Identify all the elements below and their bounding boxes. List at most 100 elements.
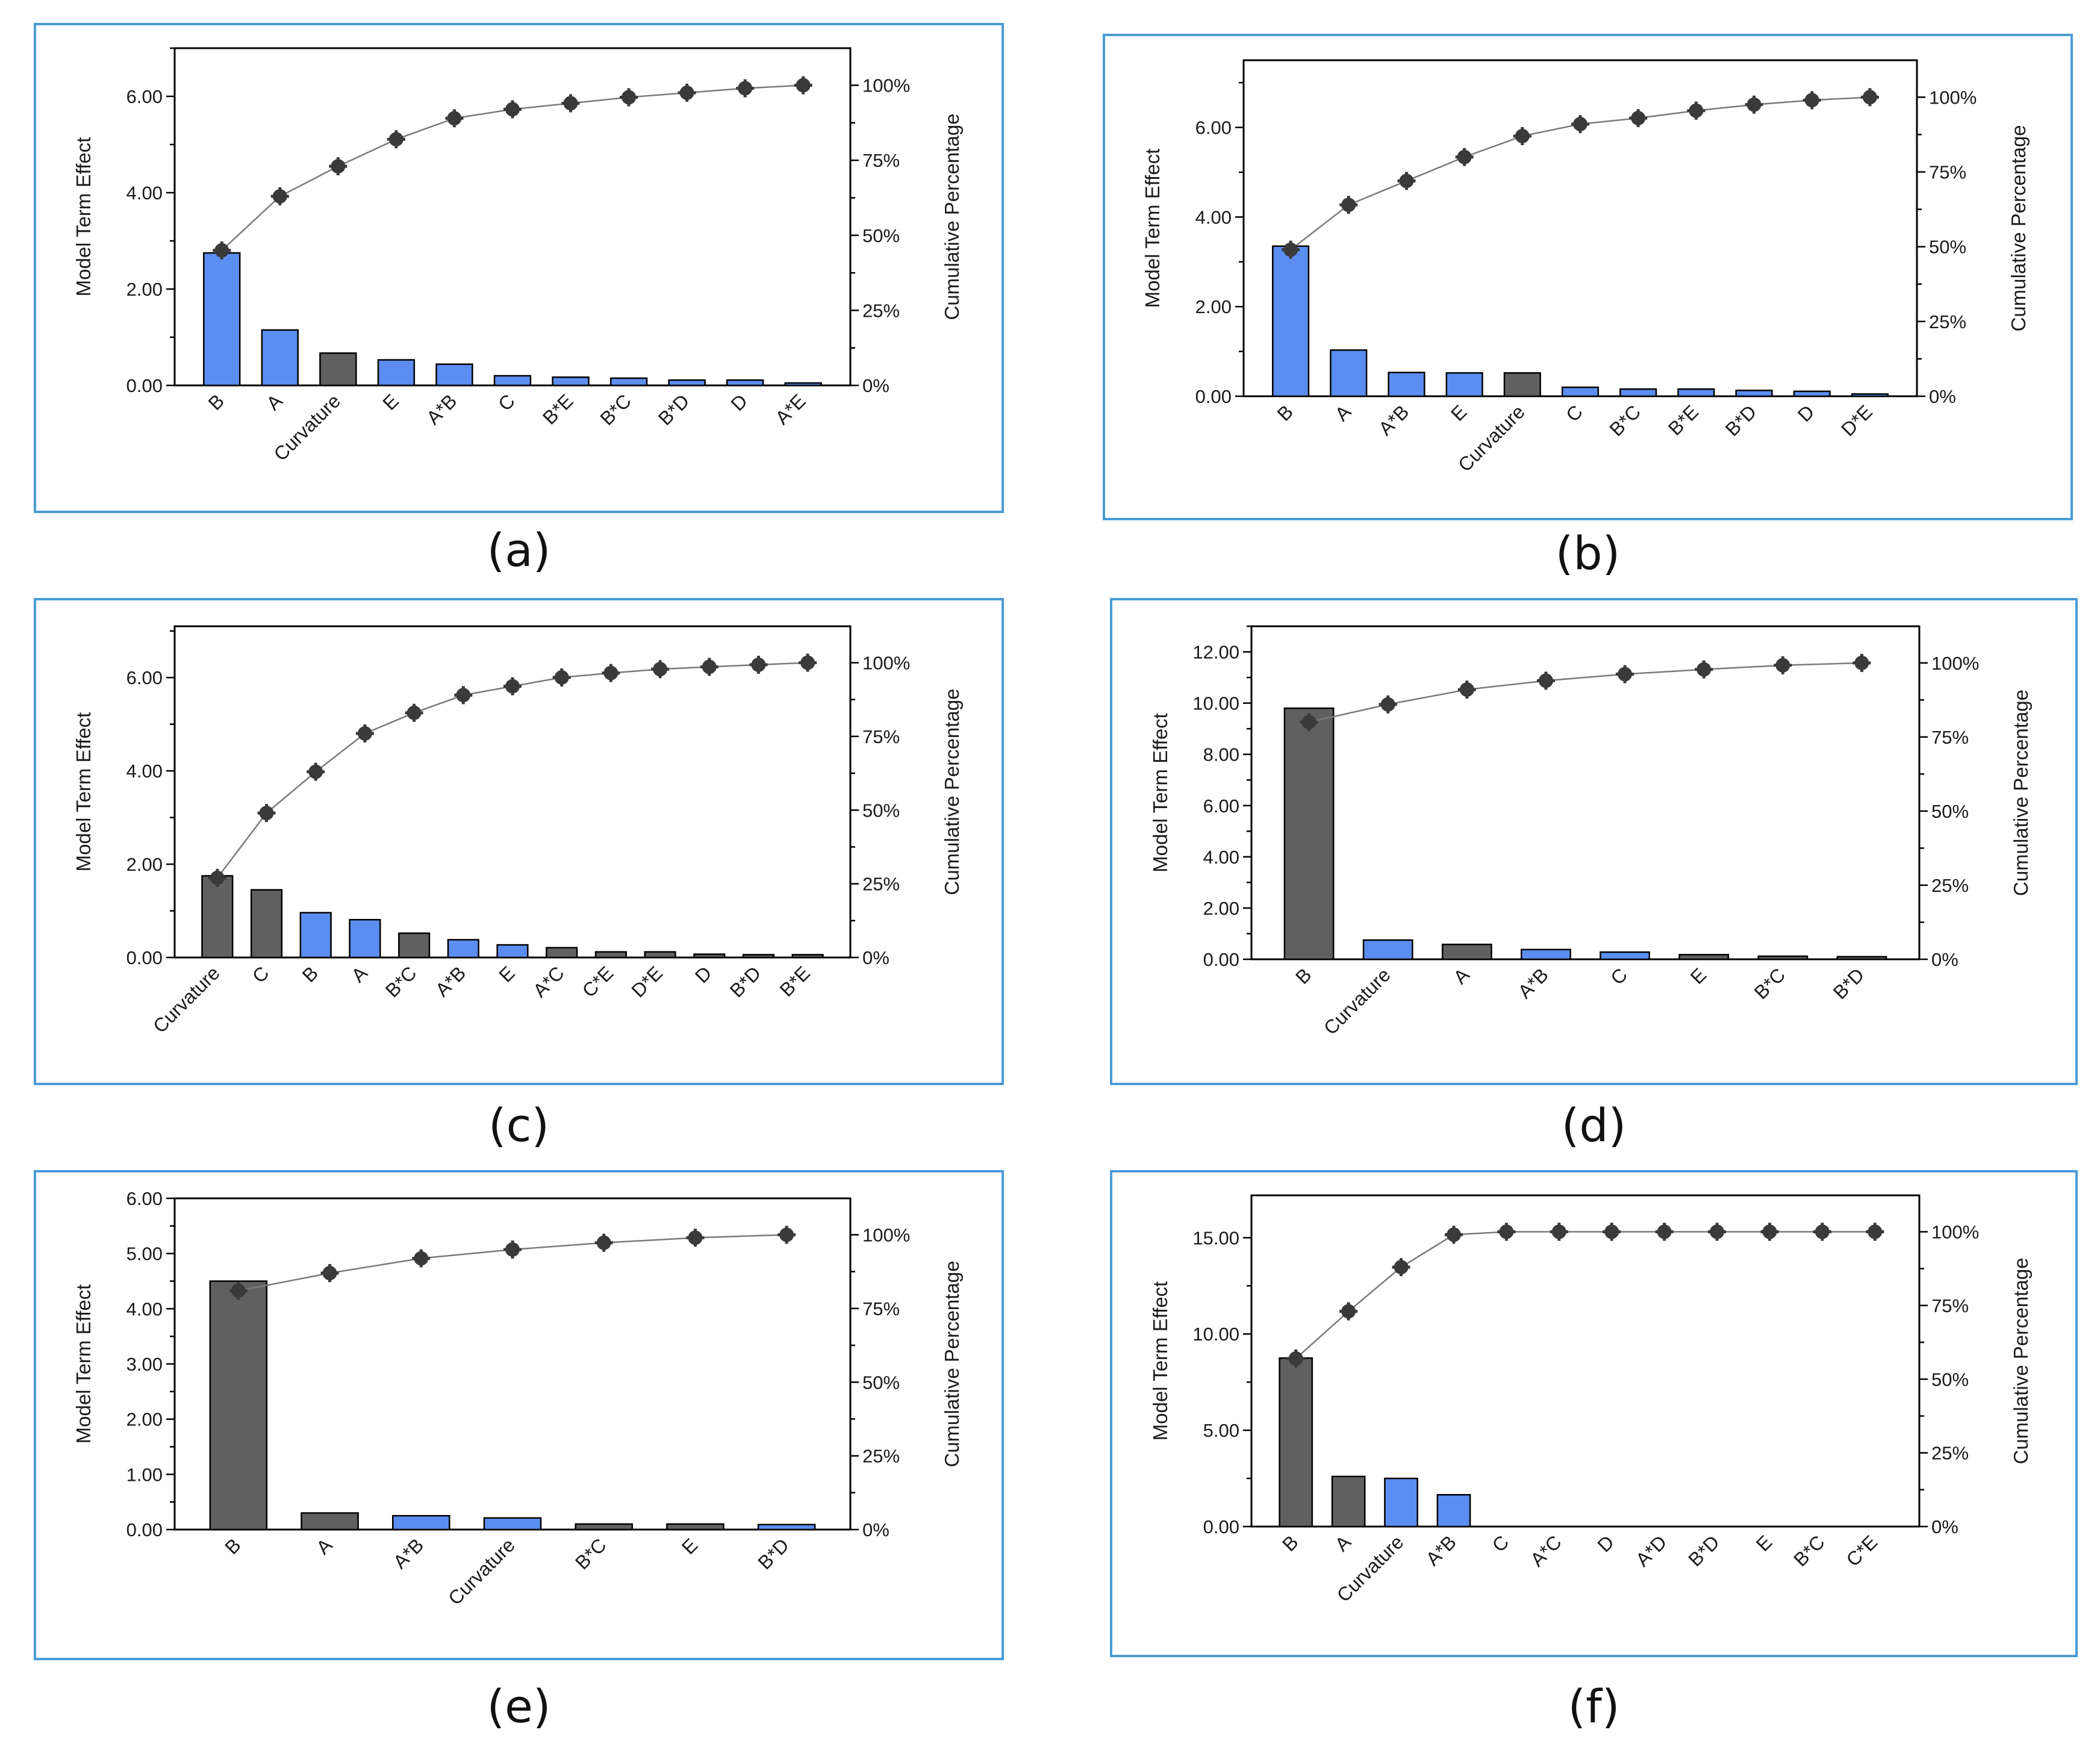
y-tick-label: 4.00 — [126, 1298, 163, 1319]
y2-tick-label: 0% — [862, 947, 890, 968]
cumulative-point — [503, 100, 522, 119]
panel-caption: (b) — [1556, 526, 1621, 580]
bar-bxc — [609, 377, 648, 387]
cumulative-point — [307, 762, 325, 781]
bar-bxe — [791, 954, 824, 959]
y2-axis-title: Cumulative Percentage — [2010, 1257, 2032, 1464]
y2-tick-label: 50% — [1931, 1369, 1969, 1390]
bar-bxc — [575, 1523, 633, 1531]
cumulative-point — [355, 724, 374, 742]
cumulative-point — [329, 157, 347, 176]
y2-tick-label: 0% — [862, 1519, 890, 1540]
chart-panel-c: 0.00 2.00 4.00 6.00 0% 25% 50% 75% 100% Model Ter… — [34, 598, 1004, 1152]
y2-axis-title: Cumulative Percentage — [2010, 690, 2032, 896]
y-tick-label: 3.00 — [126, 1354, 163, 1375]
y2-tick-label: 100% — [1929, 87, 1977, 108]
cumulative-point — [620, 88, 638, 107]
y2-tick-label: 25% — [862, 300, 900, 321]
y-tick-label: 0.00 — [126, 375, 163, 396]
cumulative-point — [561, 94, 580, 113]
cumulative-point — [794, 76, 812, 95]
bar-bxd — [668, 379, 706, 387]
bar-axb — [447, 939, 479, 959]
y-tick-label: 0.00 — [1195, 386, 1232, 407]
chart-panel-d: 0.00 2.00 4.00 6.00 8.00 10.00 12.00 0% 25% 50% 75… — [1110, 598, 2078, 1152]
cumulative-point — [1286, 1349, 1305, 1368]
y2-axis-title: Cumulative Percentage — [941, 113, 963, 320]
cumulative-point — [1629, 109, 1648, 128]
bar-cxe — [594, 951, 627, 959]
y2-tick-label: 75% — [862, 726, 900, 747]
cumulative-point — [700, 658, 718, 676]
y-axis-title: Model Term Effect — [1149, 713, 1171, 873]
cumulative-point — [799, 653, 817, 672]
bar-axc — [546, 947, 578, 959]
bar-curvature — [1503, 372, 1541, 397]
y-tick-label: 2.00 — [126, 1409, 163, 1430]
y2-tick-label: 75% — [1931, 1295, 1969, 1316]
cumulative-point — [1339, 1302, 1358, 1321]
cumulative-point — [1760, 1222, 1779, 1241]
bar-bxd — [1836, 956, 1887, 960]
y2-axis-title: Cumulative Percentage — [941, 688, 963, 895]
y2-tick-label: 25% — [862, 874, 900, 895]
panel-frame — [1110, 1170, 2078, 1657]
cumulative-point — [594, 1233, 613, 1252]
bar-d — [1793, 390, 1831, 397]
y2-tick-label: 50% — [862, 225, 900, 246]
y-tick-label: 2.00 — [1195, 296, 1232, 317]
bar-b — [299, 912, 332, 959]
y2-tick-label: 25% — [862, 1446, 900, 1467]
cumulative-point — [1813, 1222, 1831, 1241]
y-tick-label: 0.00 — [1203, 1516, 1239, 1537]
bar-a — [301, 1512, 359, 1531]
bar-curvature — [483, 1517, 542, 1531]
y-tick-label: 6.00 — [126, 1188, 163, 1209]
bar-bxc — [1619, 388, 1657, 397]
cumulative-point — [1392, 1258, 1410, 1277]
cumulative-point — [1550, 1222, 1568, 1241]
cumulative-point — [1571, 115, 1589, 134]
cumulative-point — [1860, 88, 1879, 107]
bar-curvature — [1362, 939, 1413, 960]
y-tick-label: 0.00 — [126, 947, 163, 968]
bar-e — [496, 944, 529, 959]
y2-axis-title: Cumulative Percentage — [2007, 125, 2030, 331]
y-tick-label: 2.00 — [1203, 898, 1239, 919]
bar-b — [203, 252, 241, 387]
cumulative-point — [1866, 1222, 1884, 1241]
y-axis-title: Model Term Effect — [72, 1284, 95, 1444]
bar-bxc — [1757, 955, 1809, 960]
bar-c — [250, 889, 283, 959]
y2-tick-label: 0% — [1931, 949, 1958, 970]
bar-curvature — [201, 875, 234, 959]
bar-a — [261, 329, 299, 387]
y2-tick-label: 100% — [862, 653, 910, 674]
bar-dxe — [644, 951, 676, 959]
y2-tick-label: 75% — [1929, 162, 1966, 183]
cumulative-point — [1852, 653, 1871, 672]
bar-b — [1283, 707, 1335, 960]
chart-panel-a: 0.00 2.00 4.00 6.00 0% 25% 50% 75% 100% Model Ter… — [34, 23, 1004, 577]
cumulative-point — [651, 660, 670, 679]
cumulative-point — [1536, 671, 1555, 690]
panel-caption: (f) — [1568, 1680, 1619, 1733]
y2-tick-label: 25% — [1931, 1443, 1969, 1464]
plot-area — [1250, 1194, 1921, 1528]
y2-tick-label: 25% — [1931, 875, 1969, 896]
bar-d — [726, 379, 764, 387]
y-tick-label: 2.00 — [126, 854, 163, 875]
panel-frame — [1103, 34, 2073, 520]
bar-c — [1561, 386, 1600, 397]
y-tick-label: 5.00 — [126, 1244, 163, 1265]
y-tick-label: 4.00 — [126, 182, 163, 204]
panel-frame — [34, 1170, 1004, 1660]
y-tick-label: 0.00 — [126, 1519, 163, 1540]
y-tick-label: 4.00 — [1195, 207, 1232, 228]
y2-tick-label: 50% — [862, 800, 900, 821]
bar-b — [209, 1280, 268, 1531]
cumulative-point — [1513, 126, 1531, 145]
bar-bxe — [552, 376, 590, 387]
y-tick-label: 6.00 — [126, 86, 163, 107]
